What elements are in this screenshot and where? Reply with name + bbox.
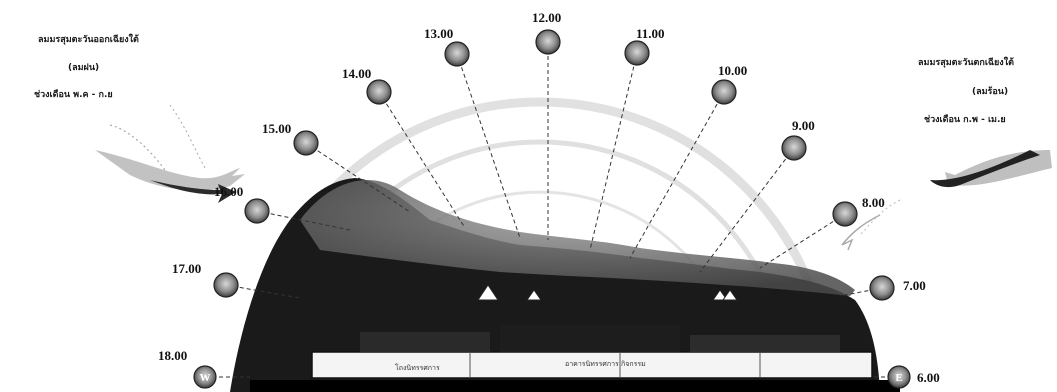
sun-time-label-10-00: 10.00 xyxy=(718,63,747,78)
east-marker: E xyxy=(895,372,902,384)
left-wind-legend: ลมมรสุมตะวันออกเฉียงใต้ (ลมฝน) ช่วงเดือน… xyxy=(34,33,139,100)
sun-time-label-14-00: 14.00 xyxy=(342,66,371,81)
sun-marker-9-00 xyxy=(782,136,806,160)
right-wind-subtitle: (ลมร้อน) xyxy=(972,86,1008,97)
sun-time-label-16-00: 16.00 xyxy=(214,184,243,199)
sun-ray-11-00 xyxy=(590,53,637,250)
sun-time-label-11-00: 11.00 xyxy=(636,26,665,41)
sun-marker-17-00 xyxy=(214,273,238,297)
left-wind-period: ช่วงเดือน พ.ค - ก.ย xyxy=(34,88,113,100)
sun-marker-8-00 xyxy=(833,202,857,226)
sun-marker-16-00 xyxy=(245,199,269,223)
right-wind-title: ลมมรสุมตะวันตกเฉียงใต้ xyxy=(918,56,1014,68)
sun-time-label-17-00: 17.00 xyxy=(172,261,201,276)
building-label-exhibition: อาคารนิทรรศการ กิจกรรม xyxy=(565,360,646,368)
sun-marker-14-00 xyxy=(367,80,391,104)
sun-time-label-7-00: 7.00 xyxy=(903,278,926,293)
sun-marker-10-00 xyxy=(712,80,736,104)
sun-time-label-12-00: 12.00 xyxy=(532,10,561,25)
sun-marker-11-00 xyxy=(625,41,649,65)
left-wind-title: ลมมรสุมตะวันออกเฉียงใต้ xyxy=(38,33,139,45)
sun-time-label-13-00: 13.00 xyxy=(424,26,453,41)
left-wind-subtitle: (ลมฝน) xyxy=(68,62,99,73)
sun-time-label-18-00: 18.00 xyxy=(158,348,187,363)
sun-marker-15-00 xyxy=(294,131,318,155)
right-wind-period: ช่วงเดือน ก.พ - เม.ย xyxy=(924,113,1006,125)
sun-time-label-9-00: 9.00 xyxy=(792,118,815,133)
sun-marker-13-00 xyxy=(445,42,469,66)
west-marker: W xyxy=(200,372,211,384)
right-wind-legend: ลมมรสุมตะวันตกเฉียงใต้ (ลมร้อน) ช่วงเดือ… xyxy=(918,56,1014,125)
sun-time-label-8-00: 8.00 xyxy=(862,195,885,210)
sun-marker-7-00 xyxy=(870,276,894,300)
sun-marker-12-00 xyxy=(536,30,560,54)
building-label-hall: โถงนิทรรศการ xyxy=(395,363,440,372)
sun-time-label-15-00: 15.00 xyxy=(262,121,291,136)
sun-time-label-6-00: 6.00 xyxy=(917,370,940,385)
